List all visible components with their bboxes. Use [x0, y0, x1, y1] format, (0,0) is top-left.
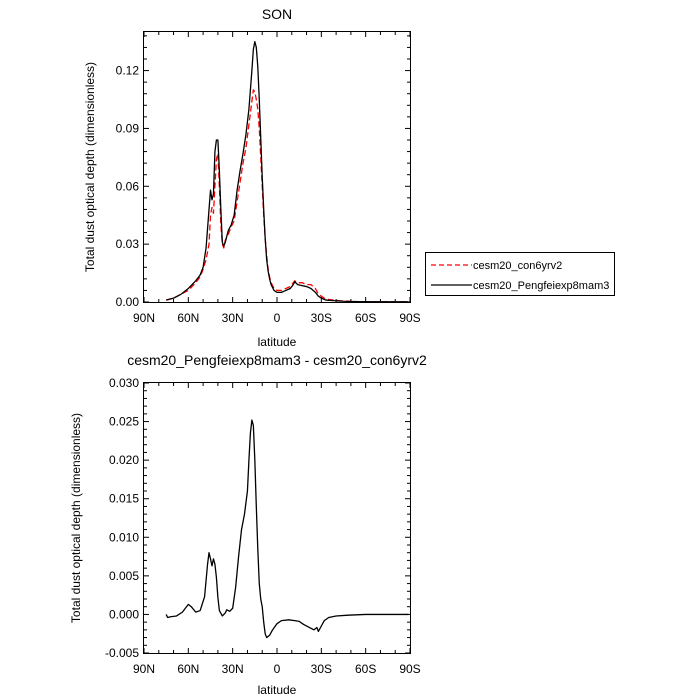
bottom-series-layer [165, 419, 409, 639]
top-x-tick-label: 0 [274, 311, 281, 325]
bottom-y-tick-label: 0.010 [109, 530, 139, 544]
bottom-y-tick-label: 0.000 [109, 607, 139, 621]
legend-box [425, 252, 615, 296]
bottom-x-tick-label: 60S [355, 662, 376, 676]
top-series-line-cesm20_con6yrv2 [166, 89, 409, 303]
top-series-line-cesm20_Pengfeiexp8mam3 [166, 40, 409, 303]
top-y-tick-label: 0.03 [116, 237, 140, 251]
bottom-x-tick-label: 0 [274, 662, 281, 676]
top-y-axis-label: Total dust optical depth (dimensionless) [83, 62, 97, 272]
bottom-y-tick-label: 0.020 [109, 453, 139, 467]
legend-label-con6yrv2: cesm20_con6yrv2 [473, 260, 562, 272]
legend: cesm20_con6yrv2 cesm20_Pengfeiexp8mam3 [425, 252, 615, 296]
bottom-y-tick-label: 0.025 [109, 415, 139, 429]
bottom-x-tick-label: 60N [177, 662, 199, 676]
top-chart-title: SON [262, 6, 292, 22]
top-x-tick-labels: 90N 60N 30N 0 30S 60S 90S [133, 311, 421, 325]
top-x-tick-label: 30N [222, 311, 244, 325]
top-x-tick-label: 30S [311, 311, 332, 325]
top-x-tick-label: 90S [399, 311, 420, 325]
legend-label-pengfei: cesm20_Pengfeiexp8mam3 [473, 280, 609, 292]
top-series-layer [166, 40, 409, 303]
bottom-series-line-difference [165, 419, 409, 639]
bottom-x-tick-label: 30S [311, 662, 332, 676]
bottom-y-tick-label: -0.005 [105, 646, 139, 660]
bottom-x-tick-label: 90N [133, 662, 155, 676]
bottom-plot-frame [143, 382, 411, 654]
top-y-tick-label: 0.00 [116, 295, 140, 309]
bottom-y-tick-label: 0.005 [109, 569, 139, 583]
bottom-y-tick-label: 0.015 [109, 492, 139, 506]
top-y-tick-label: 0.12 [116, 64, 140, 78]
top-axis-ticks [143, 32, 411, 303]
bottom-chart-title: cesm20_Pengfeiexp8mam3 - cesm20_con6yrv2 [127, 352, 427, 368]
top-y-tick-labels: 0.00 0.03 0.06 0.09 0.12 [116, 64, 140, 309]
top-chart-panel: SON 90N 60N 30N 0 30S 60S 90S 0.00 0.03 0.06 0.09… [83, 6, 421, 349]
bottom-axis-ticks [143, 382, 411, 654]
top-y-tick-label: 0.09 [116, 121, 140, 135]
bottom-x-tick-label: 30N [222, 662, 244, 676]
bottom-y-tick-labels: -0.005 0.000 0.005 0.010 0.015 0.020 0.025 0.03… [105, 376, 139, 660]
top-y-tick-label: 0.06 [116, 179, 140, 193]
bottom-y-axis-label: Total dust optical depth (dimensionless) [69, 413, 83, 623]
bottom-x-tick-labels: 90N 60N 30N 0 30S 60S 90S [133, 662, 421, 676]
bottom-x-axis-label: latitude [258, 683, 297, 697]
top-x-tick-label: 90N [133, 311, 155, 325]
top-x-tick-label: 60N [177, 311, 199, 325]
bottom-y-tick-label: 0.030 [109, 376, 139, 390]
bottom-chart-panel: cesm20_Pengfeiexp8mam3 - cesm20_con6yrv2… [69, 352, 427, 697]
bottom-x-tick-label: 90S [399, 662, 420, 676]
top-x-tick-label: 60S [355, 311, 376, 325]
top-plot-frame [143, 31, 411, 303]
top-x-axis-label: latitude [258, 335, 297, 349]
